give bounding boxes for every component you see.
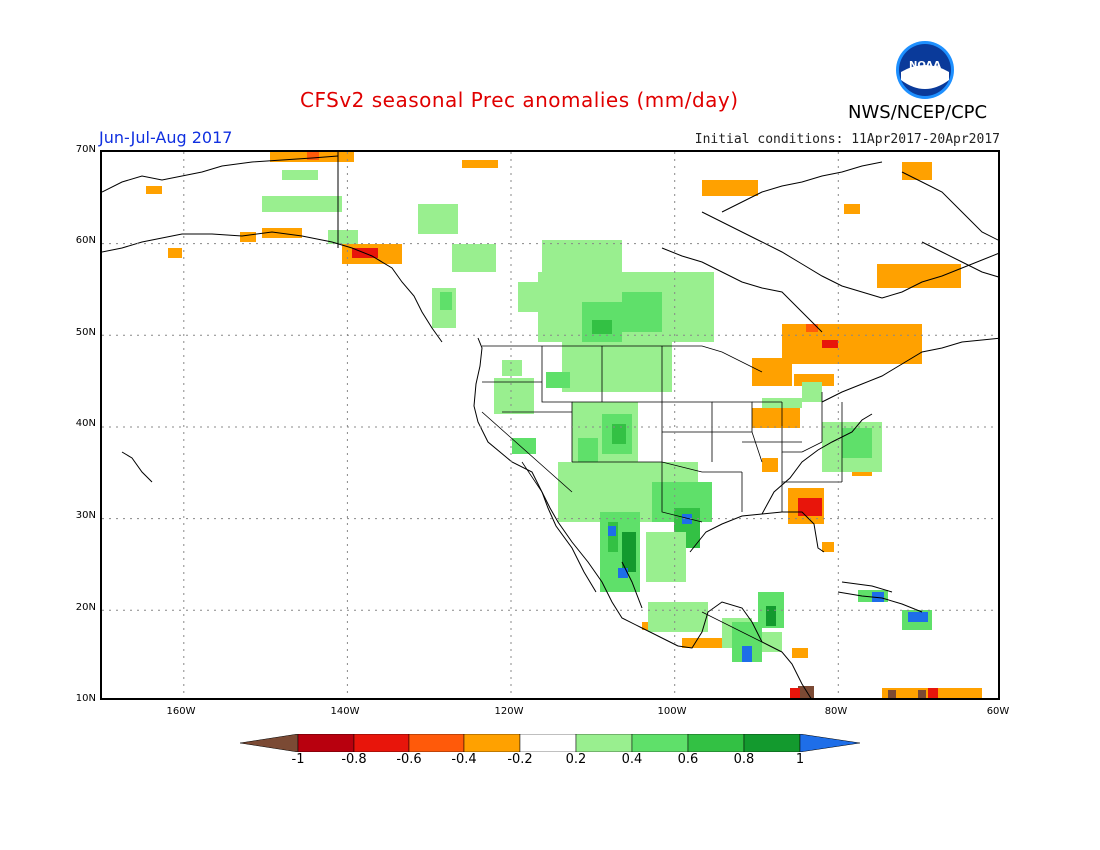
colorbar-label: 0.8 (733, 752, 755, 767)
noaa-logo-icon: NOAA (896, 41, 954, 99)
lat-label: 60N (75, 235, 96, 246)
chart-title: CFSv2 seasonal Prec anomalies (mm/day) (300, 88, 739, 112)
colorbar-bin (631, 734, 689, 752)
lon-label: 120W (494, 706, 524, 717)
svg-text:NOAA: NOAA (909, 60, 941, 71)
lat-label: 30N (75, 510, 96, 521)
colorbar-bin (353, 734, 410, 752)
colorbar-bin (575, 734, 633, 752)
colorbar-bin (687, 734, 745, 752)
lon-label: 60W (986, 706, 1010, 717)
anomaly-shading (146, 152, 982, 698)
colorbar-label: 0.6 (677, 752, 699, 767)
colorbar-bin (463, 734, 521, 752)
colorbar-bin (743, 734, 801, 752)
colorbar-bin (519, 734, 577, 752)
lat-label: 20N (75, 602, 96, 613)
lat-label: 40N (75, 418, 96, 429)
colorbar-below-min (240, 734, 299, 752)
political-boundaries (481, 345, 843, 643)
colorbar-label: 1 (795, 752, 805, 767)
precipitation-map (100, 150, 1000, 700)
lat-label: 70N (75, 144, 96, 155)
period-label: Jun-Jul-Aug 2017 (99, 128, 233, 147)
colorbar-above-max (799, 734, 860, 752)
colorbar (240, 734, 860, 752)
lon-label: 80W (824, 706, 848, 717)
agency-label: NWS/NCEP/CPC (848, 102, 988, 123)
graticule (102, 152, 998, 698)
map-canvas (102, 152, 998, 698)
colorbar-label: 0.2 (565, 752, 587, 767)
initial-conditions-label: Initial conditions: 11Apr2017-20Apr2017 (694, 132, 1000, 147)
lon-label: 140W (330, 706, 360, 717)
colorbar-bin (408, 734, 465, 752)
lat-label: 50N (75, 327, 96, 338)
colorbar-label: -1 (291, 752, 305, 767)
colorbar-label: 0.4 (621, 752, 643, 767)
colorbar-bin (297, 734, 355, 752)
lon-label: 160W (166, 706, 196, 717)
colorbar-label: -0.4 (451, 752, 477, 767)
lon-label: 100W (657, 706, 687, 717)
colorbar-label: -0.6 (396, 752, 422, 767)
colorbar-label: -0.8 (341, 752, 367, 767)
colorbar-label: -0.2 (507, 752, 533, 767)
lat-label: 10N (75, 693, 96, 704)
